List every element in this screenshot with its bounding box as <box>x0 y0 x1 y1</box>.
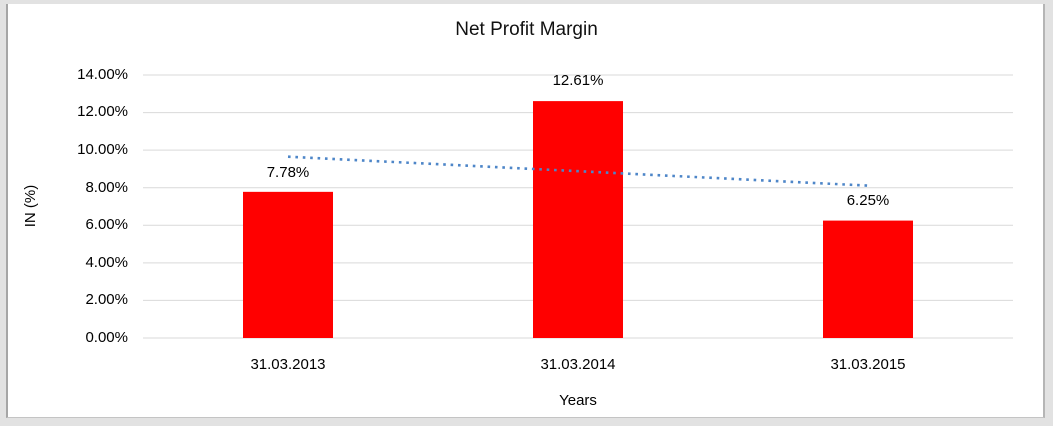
y-tick-label: 2.00% <box>85 291 128 308</box>
x-axis-title: Years <box>559 392 597 409</box>
y-tick-label: 4.00% <box>85 254 128 271</box>
bar-data-label: 12.61% <box>552 72 604 89</box>
chart-frame <box>6 4 1045 418</box>
y-axis-title: IN (%) <box>22 184 39 228</box>
y-tick-label: 14.00% <box>77 66 128 83</box>
y-tick-label: 8.00% <box>85 179 128 196</box>
y-tick-label: 10.00% <box>77 141 128 158</box>
y-tick-label: 12.00% <box>77 103 128 120</box>
y-tick-label: 6.00% <box>85 216 128 233</box>
x-tick-label: 31.03.2013 <box>250 356 326 373</box>
y-tick-label: 0.00% <box>85 329 128 346</box>
x-tick-label: 31.03.2014 <box>540 356 616 373</box>
x-tick-label: 31.03.2015 <box>830 356 906 373</box>
chart-title: Net Profit Margin <box>455 19 598 40</box>
bar-data-label: 6.25% <box>846 192 890 209</box>
bar-data-label: 7.78% <box>266 164 310 181</box>
